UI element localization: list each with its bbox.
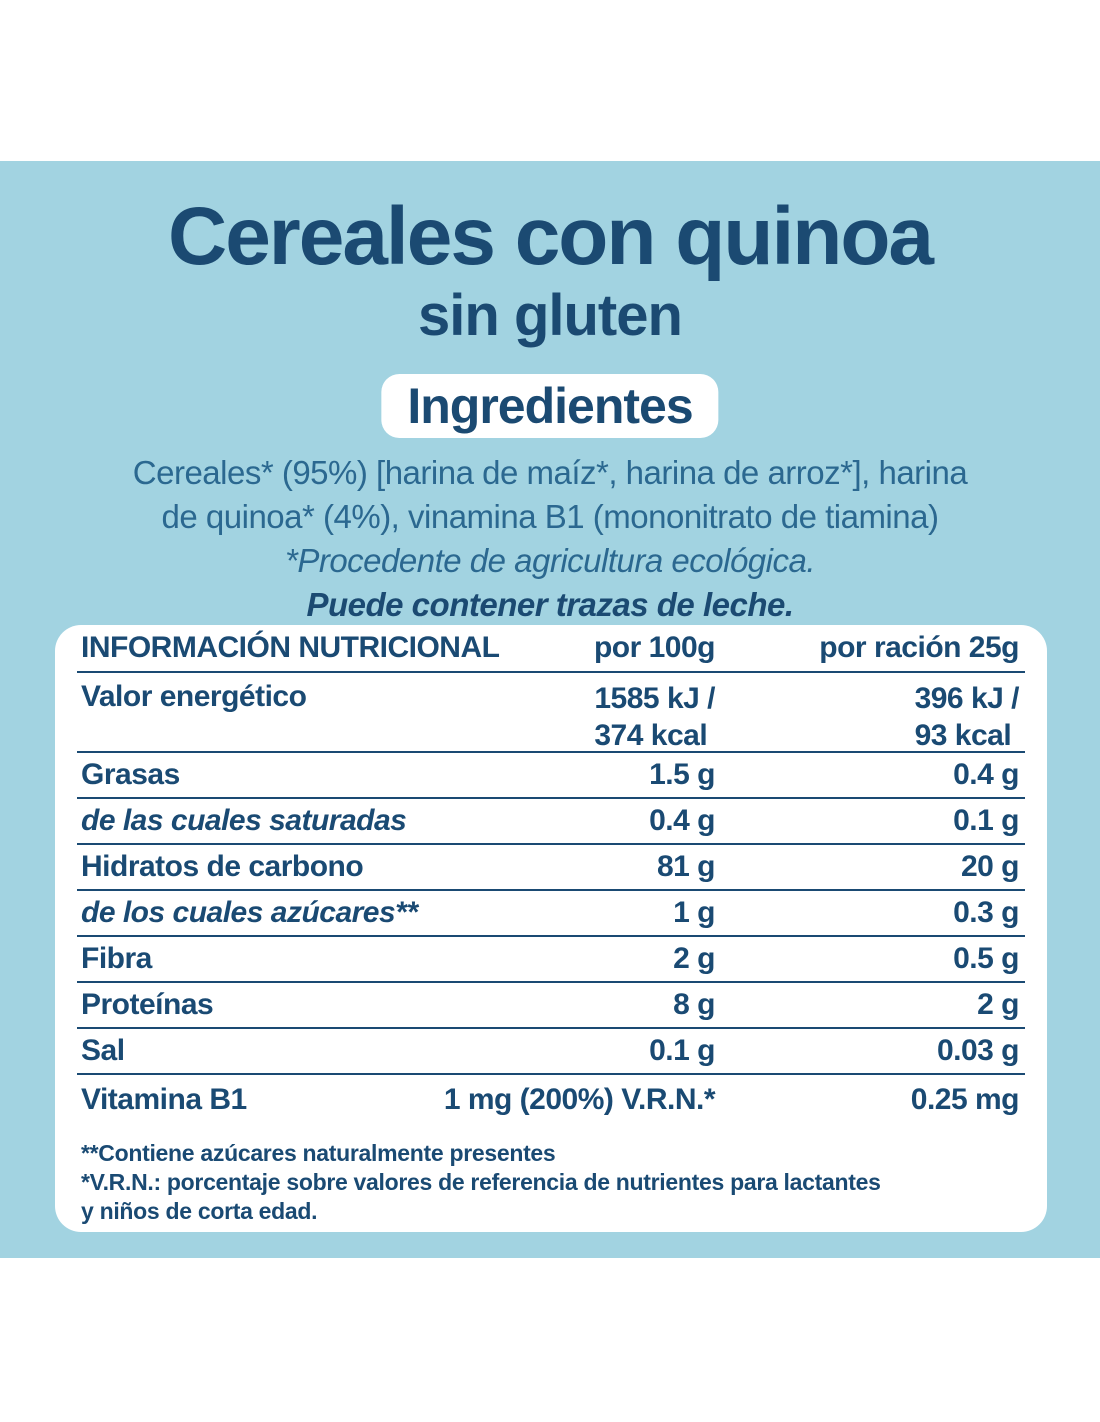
value-per-100g: 2 g — [673, 942, 715, 975]
nutrient-label: de los cuales azúcares** — [81, 896, 418, 929]
footnote-vrn-line1: *V.R.N.: porcentaje sobre valores de ref… — [81, 1169, 881, 1195]
nutrition-facts-card: INFORMACIÓN NUTRICIONAL por 100g por rac… — [55, 625, 1047, 1232]
value-per-100g: 1 mg (200%) V.R.N.* — [443, 1083, 716, 1116]
value-per-portion: 0.4 g — [953, 758, 1019, 791]
footnote-sugars: **Contiene azúcares naturalmente present… — [81, 1140, 556, 1166]
value-per-100g: 0.1 g — [649, 1034, 715, 1067]
table-row-fiber: Fibra 2 g 0.5 g — [77, 937, 1025, 983]
ingredients-text: Cereales* (95%) [harina de maíz*, harina… — [0, 451, 1100, 627]
table-row-protein: Proteínas 8 g 2 g — [77, 983, 1025, 1029]
allergen-warning: Puede contener trazas de leche. — [306, 586, 794, 623]
product-subtitle: sin gluten — [418, 283, 683, 348]
product-title: Cereales con quinoa — [167, 191, 934, 282]
nutrient-label: Hidratos de carbono — [81, 850, 364, 883]
value-per-portion: 396 kJ / 93 kcal — [914, 682, 1020, 752]
table-header-row: INFORMACIÓN NUTRICIONAL por 100g por rac… — [77, 625, 1025, 673]
table-footnotes: **Contiene azúcares naturalmente present… — [77, 1139, 1025, 1226]
ingredients-line-2: de quinoa* (4%), vinamina B1 (mononitrat… — [161, 498, 939, 535]
ingredients-line-1: Cereales* (95%) [harina de maíz*, harina… — [132, 454, 968, 491]
table-row-saturated-fat: de las cuales saturadas 0.4 g 0.1 g — [77, 799, 1025, 845]
table-row-fat: Grasas 1.5 g 0.4 g — [77, 753, 1025, 799]
value-per-100g: 0.4 g — [649, 804, 715, 837]
table-row-vitamin-b1: Vitamina B1 1 mg (200%) V.R.N.* 0.25 mg — [77, 1075, 1025, 1125]
nutrient-label: de las cuales saturadas — [81, 804, 407, 837]
ingredients-badge: Ingredientes — [381, 374, 719, 438]
nutrient-label: Fibra — [81, 942, 152, 975]
value-per-100g: 1.5 g — [649, 758, 715, 791]
value-per-portion: 0.03 g — [936, 1034, 1020, 1067]
nutrition-table: INFORMACIÓN NUTRICIONAL por 100g por rac… — [77, 625, 1025, 1125]
nutrient-label: Vitamina B1 — [81, 1083, 247, 1116]
table-header-nutrient: INFORMACIÓN NUTRICIONAL — [81, 631, 500, 664]
table-header-per-portion: por ración 25g — [819, 631, 1019, 664]
organic-note: *Procedente de agricultura ecológica. — [284, 542, 816, 579]
table-row-sugars: de los cuales azúcares** 1 g 0.3 g — [77, 891, 1025, 937]
value-per-100g: 8 g — [673, 988, 715, 1021]
value-per-portion: 0.3 g — [953, 896, 1019, 929]
value-per-portion: 20 g — [960, 850, 1020, 883]
value-per-portion: 0.1 g — [953, 804, 1019, 837]
nutrient-label: Proteínas — [81, 988, 214, 1021]
table-row-salt: Sal 0.1 g 0.03 g — [77, 1029, 1025, 1075]
footnote-vrn-line2: y niños de corta edad. — [81, 1198, 318, 1224]
value-per-portion: 0.25 mg — [910, 1083, 1020, 1116]
ingredients-badge-label: Ingredientes — [407, 378, 693, 434]
nutrient-label: Grasas — [81, 758, 180, 791]
nutrient-label: Sal — [81, 1034, 125, 1067]
table-row-energy: Valor energético 1585 kJ / 374 kcal 396 … — [77, 673, 1025, 753]
value-per-portion: 0.5 g — [953, 942, 1019, 975]
value-per-100g: 1585 kJ / 374 kcal — [594, 682, 715, 752]
nutrient-label: Valor energético — [81, 680, 307, 713]
table-row-carbohydrates: Hidratos de carbono 81 g 20 g — [77, 845, 1025, 891]
value-per-100g: 81 g — [656, 850, 716, 883]
value-per-portion: 2 g — [977, 988, 1019, 1021]
value-per-100g: 1 g — [673, 896, 715, 929]
table-header-per-100g: por 100g — [593, 631, 716, 664]
